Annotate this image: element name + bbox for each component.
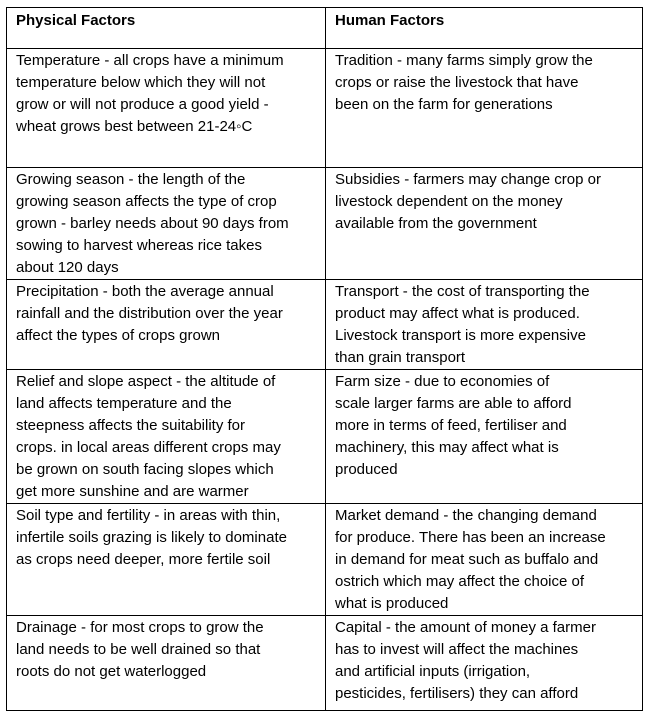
human-factor-cell: Farm size - due to economies of scale la… — [325, 369, 643, 504]
human-factor-cell: Subsidies - farmers may change crop or l… — [325, 167, 643, 280]
physical-factor-cell: Relief and slope aspect - the altitude o… — [6, 369, 326, 504]
table-row: Growing season - the length of the growi… — [6, 167, 643, 280]
table-row: Drainage - for most crops to grow the la… — [6, 615, 643, 711]
header-row: Physical Factors Human Factors — [6, 7, 643, 49]
factors-table: Physical Factors Human Factors Temperatu… — [6, 7, 643, 711]
table-row: Precipitation - both the average annual … — [6, 279, 643, 370]
table-row: Relief and slope aspect - the altitude o… — [6, 369, 643, 504]
physical-factor-cell: Precipitation - both the average annual … — [6, 279, 326, 370]
human-factor-cell: Transport - the cost of transporting the… — [325, 279, 643, 370]
physical-factor-cell: Drainage - for most crops to grow the la… — [6, 615, 326, 711]
header-human-factors: Human Factors — [325, 7, 643, 49]
human-factor-cell: Market demand - the changing demand for … — [325, 503, 643, 616]
human-factor-cell: Capital - the amount of money a farmer h… — [325, 615, 643, 711]
physical-factor-cell: Temperature - all crops have a minimum t… — [6, 48, 326, 168]
table-row: Temperature - all crops have a minimum t… — [6, 48, 643, 168]
human-factor-cell: Tradition - many farms simply grow the c… — [325, 48, 643, 168]
header-physical-factors: Physical Factors — [6, 7, 326, 49]
physical-factor-cell: Soil type and fertility - in areas with … — [6, 503, 326, 616]
physical-factor-cell: Growing season - the length of the growi… — [6, 167, 326, 280]
table-row: Soil type and fertility - in areas with … — [6, 503, 643, 616]
